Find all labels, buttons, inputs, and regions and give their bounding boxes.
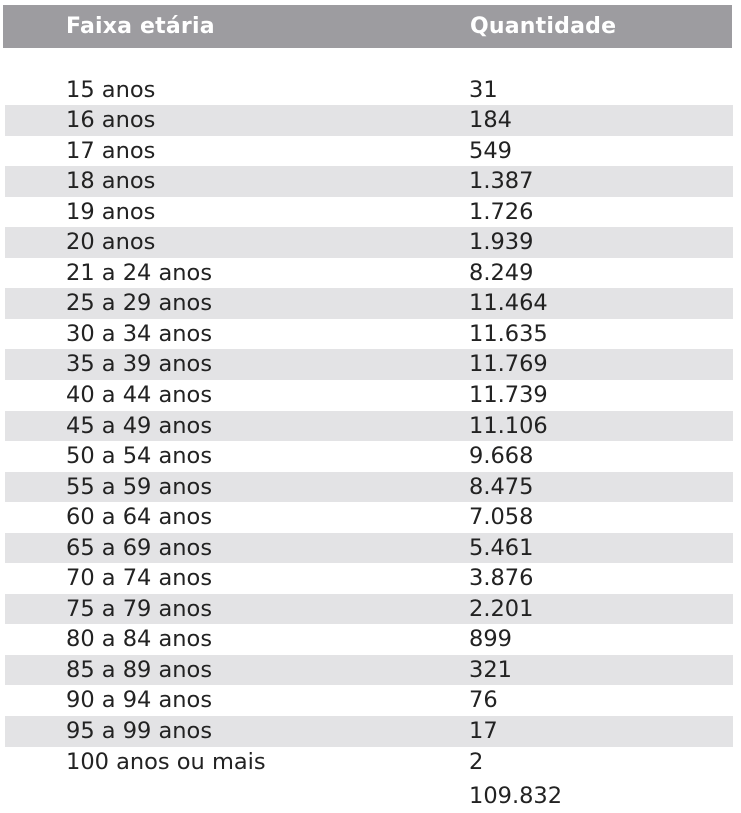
table-row: 45 a 49 anos 11.106 xyxy=(5,410,733,442)
faixa-cell: 40 a 44 anos xyxy=(66,381,213,408)
quantidade-cell: 321 xyxy=(469,656,512,683)
table-row: 16 anos 184 xyxy=(5,105,733,136)
table-row: 75 a 79 anos 2.201 xyxy=(5,593,733,625)
quantidade-cell: 899 xyxy=(469,626,512,653)
quantidade-cell: 8.475 xyxy=(469,473,534,500)
faixa-cell: 20 anos xyxy=(66,229,156,256)
faixa-cell: 75 a 79 anos xyxy=(66,595,213,622)
table-row: 18 anos 1.387 xyxy=(5,166,733,197)
table-row: 95 a 99 anos 17 xyxy=(5,715,733,747)
faixa-cell: 60 a 64 anos xyxy=(66,504,213,531)
table-row: 25 a 29 anos 11.464 xyxy=(5,288,733,319)
table-body: 15 anos 31 16 anos 184 17 anos 549 18 anos 1… xyxy=(5,75,733,778)
table-row: 30 a 34 anos 11.635 xyxy=(5,319,733,350)
quantidade-cell: 1.387 xyxy=(469,168,534,195)
faixa-cell: 55 a 59 anos xyxy=(66,473,213,500)
table-header: Faixa etária Quantidade xyxy=(3,5,732,48)
header-quantidade: Quantidade xyxy=(470,14,617,39)
quantidade-cell: 8.249 xyxy=(469,259,534,286)
faixa-cell: 30 a 34 anos xyxy=(66,320,213,347)
quantidade-cell: 9.668 xyxy=(469,443,534,470)
faixa-cell: 17 anos xyxy=(66,137,156,164)
table-row: 50 a 54 anos 9.668 xyxy=(5,441,733,472)
faixa-cell: 65 a 69 anos xyxy=(66,534,213,561)
quantidade-cell: 184 xyxy=(469,107,512,134)
table-row: 70 a 74 anos 3.876 xyxy=(5,563,733,594)
faixa-cell: 95 a 99 anos xyxy=(66,717,213,744)
quantidade-cell: 17 xyxy=(469,717,498,744)
table-row: 85 a 89 anos 321 xyxy=(5,654,733,686)
quantidade-cell: 3.876 xyxy=(469,565,534,592)
quantidade-cell: 76 xyxy=(469,687,498,714)
quantidade-cell: 1.726 xyxy=(469,198,534,225)
faixa-cell: 80 a 84 anos xyxy=(66,626,213,653)
quantidade-cell: 2.201 xyxy=(469,595,534,622)
faixa-cell: 21 a 24 anos xyxy=(66,259,213,286)
table-row: 17 anos 549 xyxy=(5,136,733,167)
quantidade-cell: 5.461 xyxy=(469,534,534,561)
table-row: 60 a 64 anos 7.058 xyxy=(5,502,733,533)
quantidade-cell: 11.106 xyxy=(469,412,548,439)
table-row: 40 a 44 anos 11.739 xyxy=(5,380,733,411)
table-row: 15 anos 31 xyxy=(5,75,733,106)
quantidade-cell: 11.739 xyxy=(469,381,548,408)
faixa-cell: 19 anos xyxy=(66,198,156,225)
quantidade-cell: 1.939 xyxy=(469,229,534,256)
table-row: 20 anos 1.939 xyxy=(5,227,733,258)
faixa-cell: 15 anos xyxy=(66,76,156,103)
faixa-cell: 45 a 49 anos xyxy=(66,412,213,439)
faixa-cell: 25 a 29 anos xyxy=(66,290,213,317)
faixa-cell: 18 anos xyxy=(66,168,156,195)
quantidade-cell: 31 xyxy=(469,76,498,103)
header-faixa-etaria: Faixa etária xyxy=(66,14,215,39)
table-row: 65 a 69 anos 5.461 xyxy=(5,532,733,564)
faixa-cell: 100 anos ou mais xyxy=(66,748,266,775)
quantidade-cell: 549 xyxy=(469,137,512,164)
table-row: 80 a 84 anos 899 xyxy=(5,624,733,655)
quantidade-cell: 7.058 xyxy=(469,504,534,531)
quantidade-cell: 11.464 xyxy=(469,290,548,317)
quantidade-cell: 11.769 xyxy=(469,351,548,378)
quantidade-cell: 2 xyxy=(469,748,484,775)
table-row: 90 a 94 anos 76 xyxy=(5,685,733,716)
total-value: 109.832 xyxy=(469,783,563,809)
faixa-cell: 85 a 89 anos xyxy=(66,656,213,683)
table-row: 55 a 59 anos 8.475 xyxy=(5,471,733,503)
quantidade-cell: 11.635 xyxy=(469,320,548,347)
faixa-cell: 16 anos xyxy=(66,107,156,134)
table-row: 19 anos 1.726 xyxy=(5,197,733,228)
table-row: 21 a 24 anos 8.249 xyxy=(5,258,733,289)
faixa-cell: 70 a 74 anos xyxy=(66,565,213,592)
faixa-cell: 90 a 94 anos xyxy=(66,687,213,714)
faixa-cell: 50 a 54 anos xyxy=(66,443,213,470)
faixa-cell: 35 a 39 anos xyxy=(66,351,213,378)
table-row: 100 anos ou mais 2 xyxy=(5,747,733,778)
table-row: 35 a 39 anos 11.769 xyxy=(5,349,733,380)
